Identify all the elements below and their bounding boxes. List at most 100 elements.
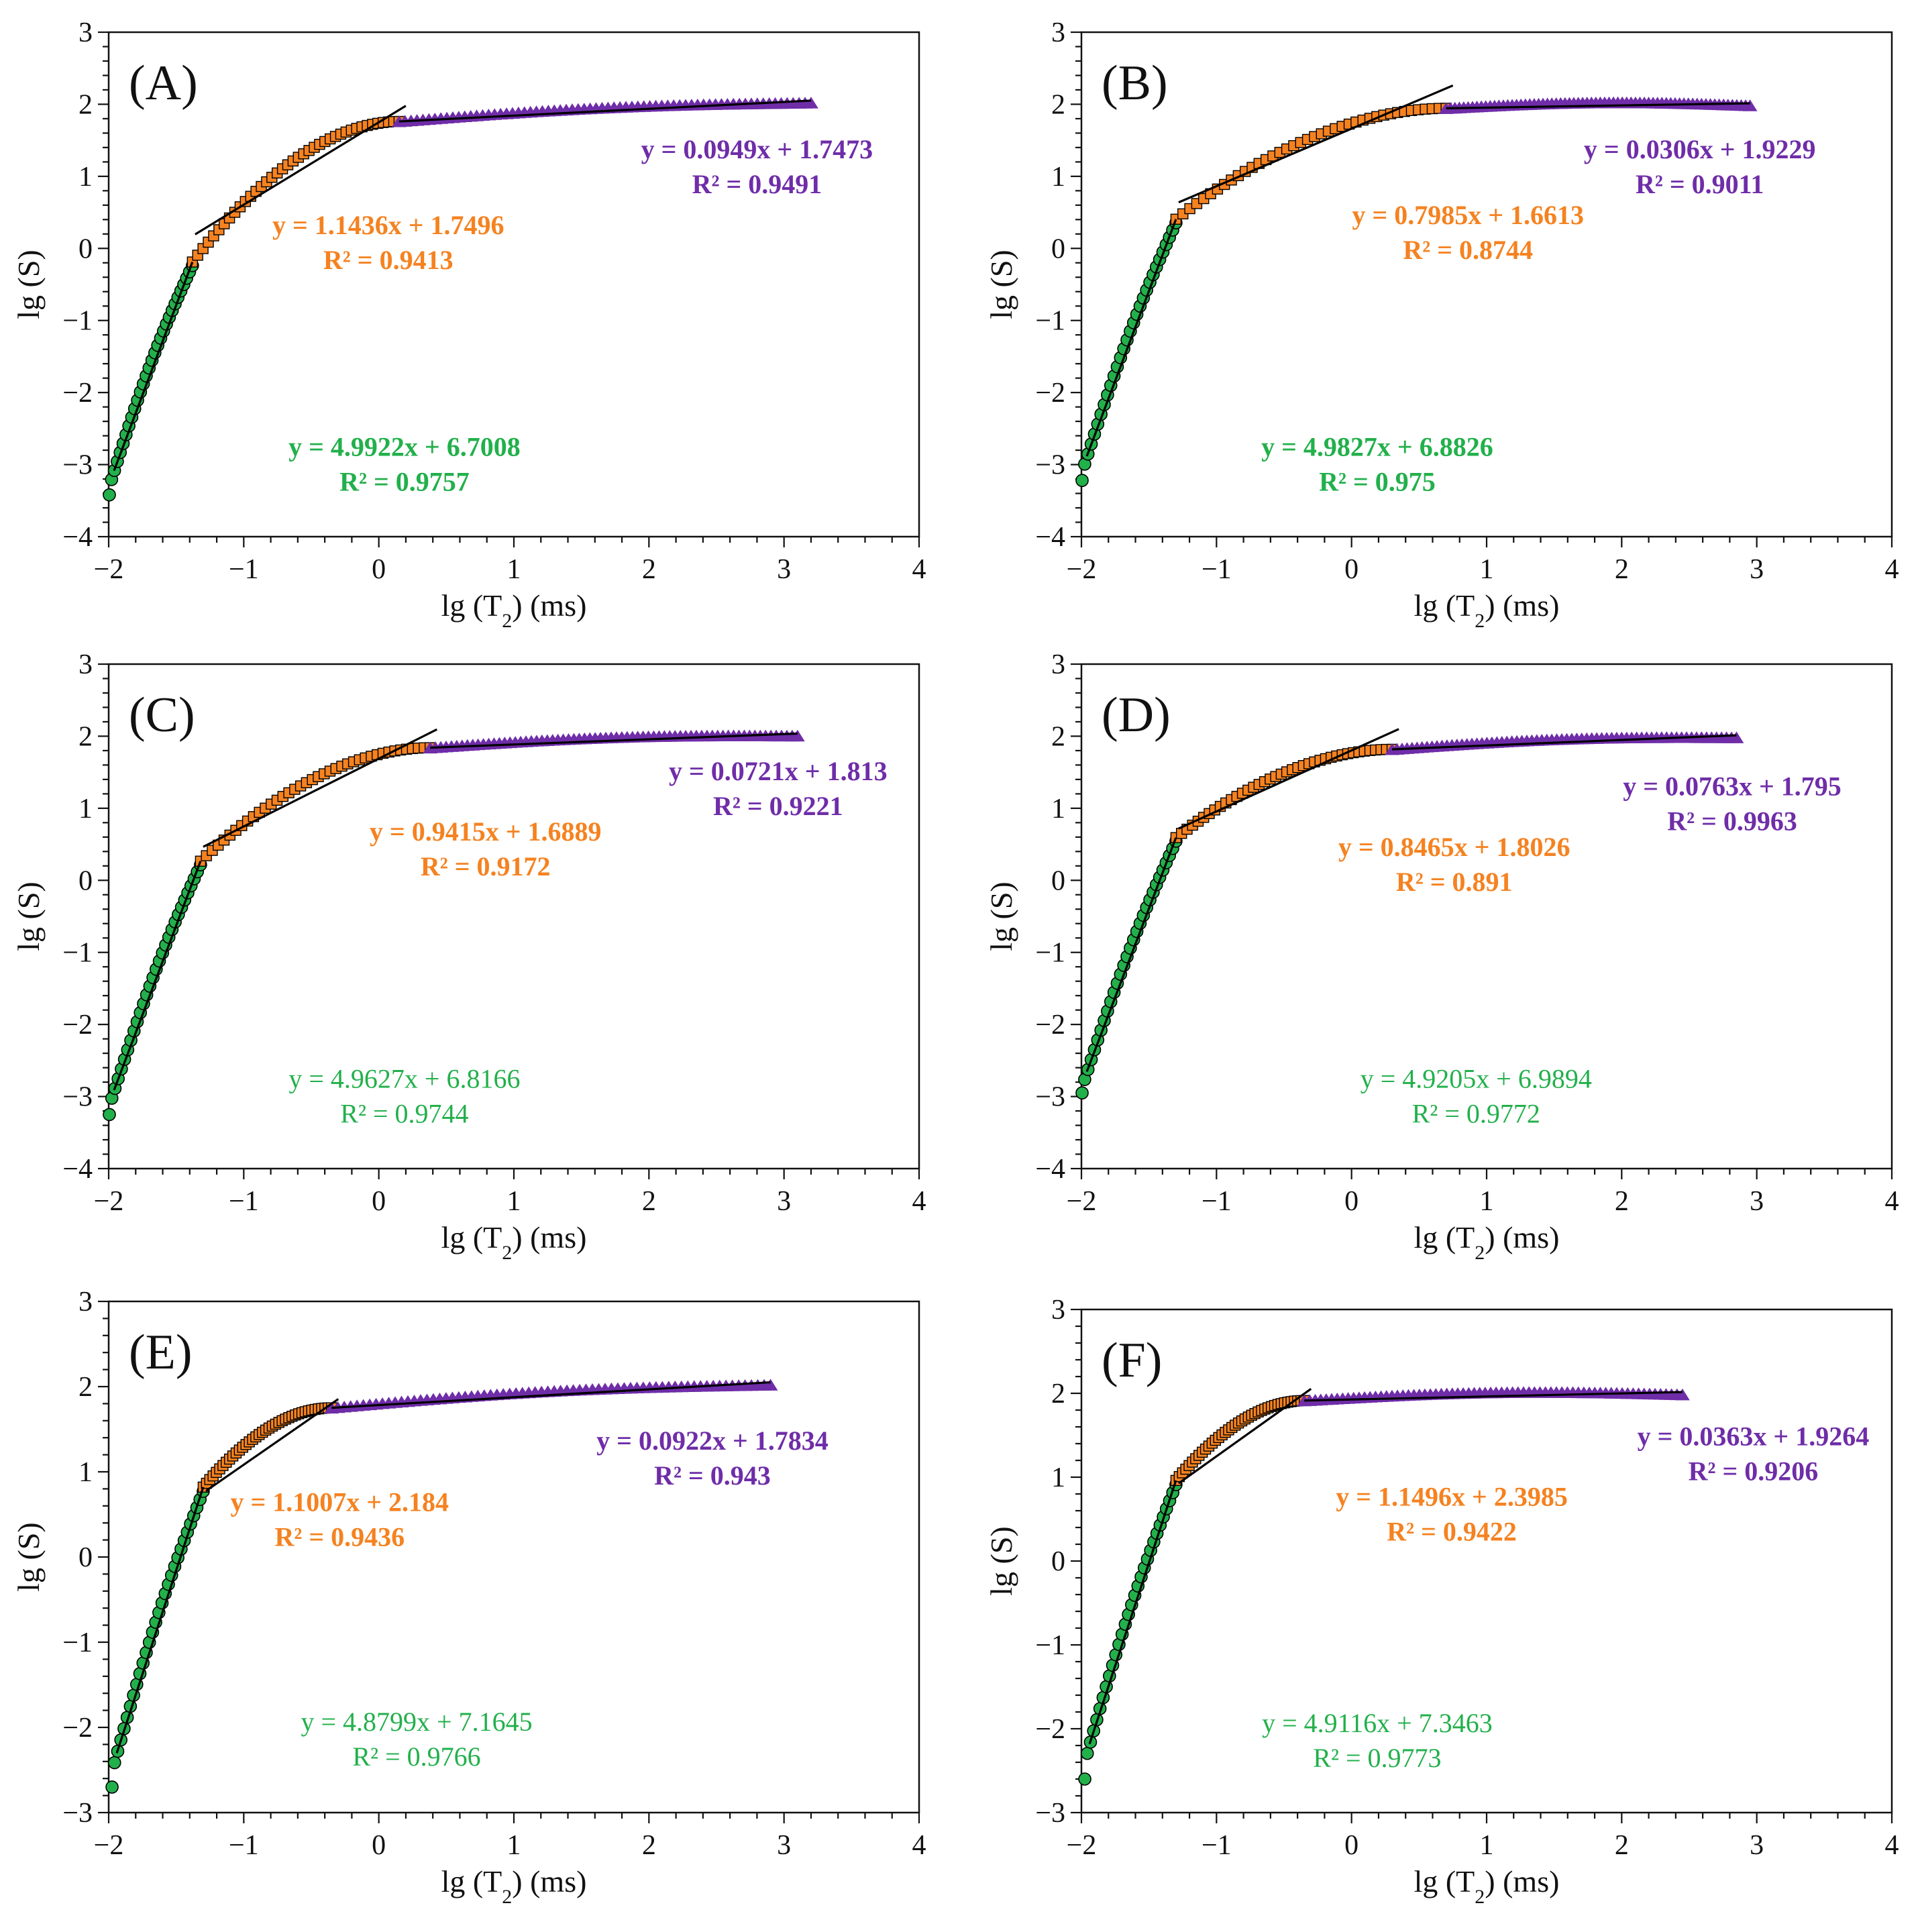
y-tick-label: −2 — [1035, 378, 1065, 409]
green-r-squared: R² = 0.9773 — [1313, 1743, 1441, 1773]
y-axis-title: lg (S) — [11, 881, 46, 951]
purple-fit-line — [430, 732, 798, 749]
x-tick-label: 0 — [372, 1830, 386, 1861]
green-point — [1080, 1746, 1094, 1760]
y-tick-label: −3 — [62, 1082, 93, 1113]
purple-r-squared: R² = 0.9963 — [1667, 806, 1797, 837]
y-tick-label: −4 — [1035, 522, 1065, 553]
orange-fit-line — [195, 105, 407, 235]
purple-r-squared: R² = 0.9011 — [1636, 169, 1764, 199]
y-tick-label: −3 — [62, 450, 93, 481]
orange-fit-line — [205, 1398, 339, 1492]
y-tick-label: 1 — [1051, 794, 1065, 824]
x-tick-label: 1 — [1480, 1186, 1494, 1217]
y-axis-title: lg (S) — [11, 250, 46, 319]
x-tick-label: 1 — [507, 554, 521, 585]
purple-r-squared: R² = 0.9206 — [1689, 1456, 1819, 1487]
y-axis-title: lg (S) — [11, 1522, 46, 1592]
plot-frame — [107, 663, 920, 1170]
y-tick-label: −3 — [62, 1798, 93, 1829]
fit-lines — [1085, 728, 1737, 1073]
x-tick-label: −1 — [1202, 554, 1232, 585]
y-tick-label: −2 — [1035, 1010, 1065, 1040]
y-axis-title: lg (S) — [984, 881, 1018, 951]
green-fit-line — [113, 861, 202, 1091]
purple-equation: y = 0.0949x + 1.7473 — [641, 134, 873, 164]
green-fit-line — [1085, 837, 1177, 1073]
x-tick-label: −1 — [229, 1186, 259, 1217]
x-tick-label: 3 — [777, 554, 791, 585]
orange-fit-line — [1178, 728, 1399, 830]
green-point — [105, 1780, 119, 1794]
orange-r-squared: R² = 0.9422 — [1387, 1517, 1517, 1547]
purple-point — [1675, 1388, 1690, 1401]
purple-fit-line — [1446, 102, 1750, 110]
y-tick-label: −1 — [1035, 306, 1065, 337]
fit-lines — [1088, 1387, 1683, 1745]
x-tick-label: 1 — [1480, 1830, 1494, 1861]
y-tick-label: 0 — [78, 865, 93, 896]
chart-panel-a: −2 −1 0 1 2 3 4 −4 −3 −2 −1 0 1 2 3 lg (T2) (ms) lg (S) (… — [11, 17, 926, 632]
x-tick-label: 0 — [372, 554, 386, 585]
orange-equation: y = 0.9415x + 1.6889 — [370, 816, 602, 847]
x-axis-title: lg (T2) (ms) — [1414, 588, 1560, 632]
x-axis-title: lg (T2) (ms) — [441, 1220, 587, 1264]
x-tick-label: −1 — [1202, 1186, 1232, 1217]
orange-fit-line — [1178, 85, 1454, 204]
purple-equation: y = 0.0363x + 1.9264 — [1638, 1421, 1870, 1452]
orange-fit-line — [203, 728, 437, 848]
x-tick-label: 0 — [1344, 1186, 1358, 1217]
y-axis-title: lg (S) — [984, 1526, 1018, 1596]
y-tick-label: 0 — [1051, 1546, 1065, 1577]
equation-annotations: y = 4.9827x + 6.8826 R² = 0.975 y = 0.7985… — [1261, 134, 1815, 497]
x-tick-label: 4 — [912, 1830, 926, 1861]
green-equation: y = 4.8799x + 7.1645 — [301, 1707, 532, 1737]
purple-equation: y = 0.0721x + 1.813 — [669, 756, 888, 786]
green-point — [103, 488, 116, 502]
equation-annotations: y = 4.8799x + 7.1645 R² = 0.9766 y = 1.100… — [230, 1426, 828, 1772]
orange-equation: y = 1.1436x + 1.7496 — [272, 210, 504, 240]
x-tick-label: 3 — [777, 1186, 791, 1217]
equation-annotations: y = 4.9116x + 7.3463 R² = 0.9773 y = 1.149… — [1262, 1421, 1869, 1774]
orange-fit-line — [1178, 1387, 1312, 1485]
x-tick-label: 2 — [1615, 1186, 1629, 1217]
y-tick-label: −4 — [1035, 1154, 1065, 1185]
x-tick-label: 1 — [1480, 554, 1494, 585]
green-equation: y = 4.9205x + 6.9894 — [1361, 1064, 1592, 1094]
x-tick-label: 3 — [1750, 1830, 1764, 1861]
x-tick-label: 4 — [912, 554, 926, 585]
x-tick-label: 1 — [507, 1186, 521, 1217]
purple-r-squared: R² = 0.9491 — [692, 169, 822, 199]
purple-equation: y = 0.0922x + 1.7834 — [596, 1426, 829, 1456]
green-equation: y = 4.9116x + 7.3463 — [1262, 1708, 1493, 1738]
y-tick-label: −1 — [62, 938, 93, 969]
x-tick-label: 2 — [1615, 1830, 1629, 1861]
y-tick-label: −3 — [1035, 450, 1065, 481]
y-tick-label: −3 — [1035, 1798, 1065, 1829]
fit-lines — [1085, 85, 1750, 457]
purple-point — [804, 97, 818, 109]
green-point — [1078, 1772, 1091, 1786]
x-tick-label: −2 — [1067, 1830, 1097, 1861]
green-equation: y = 4.9827x + 6.8826 — [1261, 432, 1493, 462]
fit-lines — [113, 99, 812, 472]
y-tick-label: −1 — [62, 306, 93, 337]
purple-fit-line — [1392, 734, 1737, 751]
x-tick-label: −1 — [229, 554, 259, 585]
orange-r-squared: R² = 0.9413 — [323, 245, 454, 275]
fit-lines — [113, 728, 798, 1091]
orange-r-squared: R² = 0.9172 — [421, 851, 551, 881]
panel-label: (C) — [129, 688, 195, 743]
equation-annotations: y = 4.9922x + 6.7008 R² = 0.9757 y = 1.143… — [272, 134, 873, 497]
purple-fit-line — [331, 1381, 771, 1409]
x-axis-title: lg (T2) (ms) — [441, 1864, 587, 1908]
purple-point — [1742, 99, 1758, 111]
chart-panel-d: −2 −1 0 1 2 3 4 −4 −3 −2 −1 0 1 2 3 lg (T2) (ms) lg (S) (… — [984, 649, 1899, 1264]
orange-r-squared: R² = 0.8744 — [1403, 235, 1533, 265]
x-tick-label: 3 — [1750, 554, 1764, 585]
panel-label: (E) — [129, 1325, 193, 1380]
purple-equation: y = 0.0306x + 1.9229 — [1584, 134, 1816, 164]
